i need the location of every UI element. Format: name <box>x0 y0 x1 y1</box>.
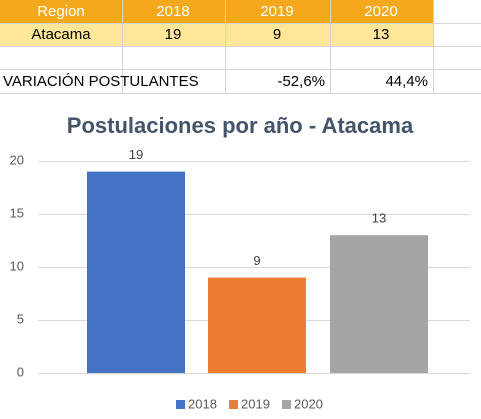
header-cell: 2019 <box>260 3 293 20</box>
data-label: 19 <box>129 147 143 162</box>
y-tick-label: 10 <box>10 258 24 273</box>
header-cell: 2018 <box>156 3 189 20</box>
legend-swatch <box>282 400 291 409</box>
table-cell: 19 <box>165 26 182 43</box>
variation-value: 44,4% <box>385 73 428 90</box>
bar <box>330 235 428 373</box>
header-row <box>0 0 433 23</box>
y-tick-label: 15 <box>10 205 24 220</box>
data-row <box>0 23 433 46</box>
table-cell: 9 <box>273 26 281 43</box>
header-cell: Region <box>37 3 85 20</box>
legend-swatch <box>229 400 238 409</box>
variation-value: -52,6% <box>277 73 325 90</box>
legend-label: 2018 <box>188 396 217 411</box>
data-label: 13 <box>372 211 386 226</box>
data-label: 9 <box>253 253 260 268</box>
y-tick-label: 20 <box>10 152 24 167</box>
bar <box>87 171 185 373</box>
table-cell: 13 <box>373 26 390 43</box>
variation-label: VARIACIÓN POSTULANTES <box>3 73 199 90</box>
y-tick-label: 0 <box>17 364 24 379</box>
bar <box>208 277 306 373</box>
sheet-grid <box>0 0 481 94</box>
y-tick-label: 5 <box>17 311 24 326</box>
header-cell: 2020 <box>364 3 397 20</box>
chart-title: Postulaciones por año - Atacama <box>67 113 414 138</box>
legend-label: 2019 <box>241 396 270 411</box>
legend-label: 2020 <box>294 396 323 411</box>
table-cell: Atacama <box>31 26 91 43</box>
legend-swatch <box>176 400 185 409</box>
